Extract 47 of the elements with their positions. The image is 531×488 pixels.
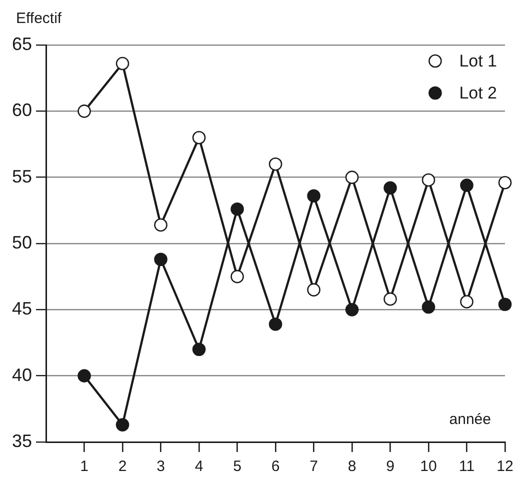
y-tick-label: 55 bbox=[12, 166, 32, 186]
x-tick-label: 2 bbox=[118, 458, 127, 476]
point bbox=[192, 130, 206, 144]
y-tick-label: 65 bbox=[12, 34, 32, 54]
point bbox=[345, 303, 359, 316]
point bbox=[78, 369, 91, 382]
point bbox=[116, 418, 130, 432]
point bbox=[268, 318, 282, 331]
y-tick-label: 40 bbox=[12, 364, 32, 385]
point bbox=[307, 283, 320, 296]
point bbox=[460, 295, 474, 308]
point bbox=[230, 270, 244, 284]
point bbox=[307, 189, 320, 203]
point bbox=[345, 170, 359, 184]
x-tick-label: 10 bbox=[420, 458, 437, 476]
point bbox=[154, 218, 168, 232]
x-tick-label: 12 bbox=[496, 458, 514, 476]
x-tick-label: 5 bbox=[233, 458, 242, 476]
y-tick-label: 60 bbox=[12, 100, 32, 120]
point bbox=[230, 202, 244, 216]
point bbox=[384, 181, 397, 195]
point bbox=[116, 56, 130, 70]
point bbox=[460, 178, 474, 192]
y-tick-label: 50 bbox=[12, 232, 32, 252]
point bbox=[384, 292, 397, 306]
x-tick-label: 8 bbox=[348, 458, 356, 476]
y-tick-label: 35 bbox=[12, 430, 32, 451]
x-tick-label: 1 bbox=[80, 458, 88, 476]
y-tick-label: 45 bbox=[12, 298, 32, 319]
x-tick-label: 4 bbox=[194, 458, 204, 476]
point bbox=[422, 300, 436, 314]
x-tick-label: 3 bbox=[156, 458, 165, 476]
point bbox=[422, 173, 436, 187]
x-tick-label: 6 bbox=[271, 458, 280, 476]
x-tick-label: 7 bbox=[310, 458, 318, 476]
legend-label: Lot 2 bbox=[459, 84, 497, 103]
legend-label: Lot 1 bbox=[459, 52, 497, 71]
x-tick-label: 9 bbox=[386, 458, 394, 476]
y-axis-title: Effectif bbox=[16, 10, 62, 27]
x-tick-label: 11 bbox=[458, 458, 475, 476]
point bbox=[498, 298, 512, 312]
point bbox=[192, 342, 206, 356]
point bbox=[268, 157, 282, 171]
x-axis-title: année bbox=[449, 411, 491, 428]
point bbox=[154, 252, 168, 266]
point bbox=[498, 176, 512, 190]
point bbox=[78, 104, 91, 118]
